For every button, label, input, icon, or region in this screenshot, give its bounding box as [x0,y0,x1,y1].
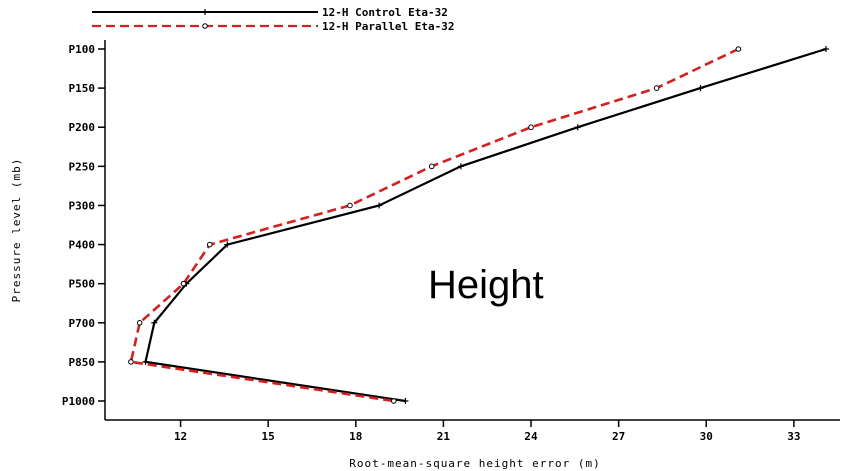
y-tick-label: P100 [69,43,96,56]
data-point [735,46,742,52]
data-point [376,202,383,209]
data-point [653,85,660,91]
data-point [428,163,435,170]
y-tick-label: P1000 [62,395,95,408]
legend-label: 12-H Parallel Eta-32 [322,20,454,33]
y-tick-label: P500 [69,278,96,291]
x-tick-label: 15 [262,430,275,443]
data-point [457,163,464,170]
series-line-1 [144,47,827,403]
y-tick-label: P700 [69,317,96,330]
legend-label: 12-H Control Eta-32 [322,6,448,19]
y-tick-label: P250 [69,160,96,173]
x-tick-label: 30 [700,430,713,443]
x-tick-label: 33 [787,430,800,443]
legend-marker [202,23,208,29]
x-ticks: 12 15 18 21 24 27 30 33 [174,420,800,443]
data-point [697,85,704,92]
y-tick-label: P850 [69,356,96,369]
data-point [151,319,158,326]
series-layer [128,46,829,404]
chart-annotation: Height [428,263,544,307]
y-ticks: P100 P150 P200 P250 P300 P400 P500 P700 P850 P100… [62,43,105,408]
data-point [347,202,353,209]
y-tick-label: P300 [69,199,96,212]
y-tick-label: P150 [69,82,96,95]
data-point [136,319,143,326]
data-point [402,398,409,404]
data-point [390,398,397,404]
legend-marker [202,9,208,15]
x-tick-label: 27 [612,430,625,443]
data-point [142,358,149,365]
x-tick-label: 18 [349,430,362,443]
data-point [224,241,231,248]
x-axis-title: Root-mean-square height error (m) [349,457,601,470]
x-tick-label: 12 [174,430,187,443]
x-tick-label: 21 [437,430,451,443]
data-point [206,241,213,248]
data-point [128,359,134,365]
data-point [180,280,187,287]
data-point [528,124,534,131]
y-tick-label: P200 [69,121,96,134]
data-point [823,46,829,52]
series-line-2 [129,47,739,403]
x-tick-label: 24 [524,430,538,443]
data-point [574,124,581,131]
y-axis-title: Pressure level (mb) [10,158,23,303]
y-tick-label: P400 [69,239,96,252]
